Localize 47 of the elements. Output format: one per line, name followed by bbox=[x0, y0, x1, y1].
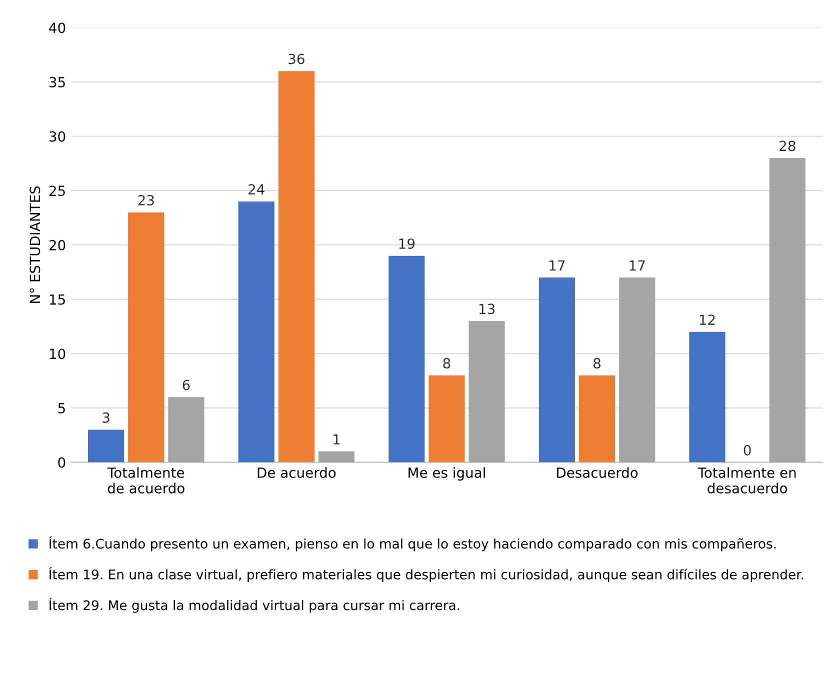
bar bbox=[578, 375, 616, 462]
y-axis-title: N° ESTUDIANTES bbox=[30, 186, 40, 303]
bar bbox=[318, 451, 355, 462]
data-label: 23 bbox=[138, 194, 154, 206]
data-label: 8 bbox=[443, 358, 450, 368]
y-tick-label: 0 bbox=[58, 457, 66, 468]
bar bbox=[769, 158, 806, 462]
bar bbox=[238, 201, 274, 462]
bar bbox=[128, 212, 164, 462]
bar bbox=[168, 397, 204, 462]
data-label: 3 bbox=[102, 412, 110, 423]
bar bbox=[428, 375, 465, 462]
y-tick-label: 15 bbox=[50, 294, 65, 305]
data-label: 17 bbox=[630, 260, 645, 270]
legend-label: Ítem 19. En una clase virtual, prefiero materiales que despierten mi curiosidad, aunque sean difíciles de aprender. bbox=[49, 567, 804, 582]
x-tick-label: Totalmente en desacuerdo bbox=[698, 467, 796, 494]
data-label: 1 bbox=[334, 434, 340, 444]
data-label: 36 bbox=[288, 54, 304, 64]
bar bbox=[388, 256, 425, 462]
x-tick-label: Desacuerdo bbox=[557, 467, 638, 478]
data-label: 28 bbox=[780, 140, 796, 152]
data-label: 19 bbox=[399, 238, 415, 249]
y-tick-label: 35 bbox=[50, 76, 65, 88]
data-label: 6 bbox=[182, 380, 190, 390]
y-tick-label: 5 bbox=[58, 403, 65, 414]
data-label: 8 bbox=[594, 358, 600, 368]
data-label: 17 bbox=[550, 260, 565, 270]
legend-label: Ítem 29. Me gusta la modalidad virtual para cursar mi carrera. bbox=[49, 598, 460, 613]
y-tick-label: 20 bbox=[49, 240, 66, 250]
bar bbox=[689, 332, 726, 462]
data-label: 13 bbox=[479, 304, 495, 314]
y-tick-label: 40 bbox=[49, 22, 66, 34]
data-label: 0 bbox=[744, 444, 751, 456]
y-tick-label: 10 bbox=[50, 348, 66, 360]
data-label: 12 bbox=[700, 314, 715, 325]
y-tick-label: 30 bbox=[50, 131, 66, 142]
bar bbox=[538, 278, 575, 462]
x-tick-label: Me es igual bbox=[408, 467, 485, 481]
legend-label: Ítem 6.Cuando presento un examen, pienso en lo mal que lo estoy haciendo comparado con mis compañeros. bbox=[49, 536, 776, 552]
x-tick-label: Totalmente de acuerdo bbox=[107, 467, 184, 494]
data-label: 24 bbox=[248, 184, 264, 194]
y-tick-label: 25 bbox=[49, 186, 65, 196]
x-tick-label: De acuerdo bbox=[258, 467, 336, 478]
bar bbox=[468, 321, 505, 462]
bar bbox=[278, 71, 314, 462]
bar bbox=[88, 430, 124, 462]
bar bbox=[619, 278, 656, 462]
